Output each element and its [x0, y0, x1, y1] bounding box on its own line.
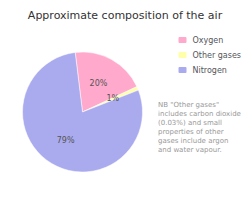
- svg-text:Oxygen: Oxygen: [193, 36, 224, 45]
- svg-text:Approximate composition of the: Approximate composition of the air: [28, 9, 223, 22]
- svg-text:1%: 1%: [106, 94, 119, 103]
- svg-text:NB "Other gases": NB "Other gases": [158, 101, 219, 109]
- svg-text:includes carbon dioxide: includes carbon dioxide: [158, 110, 241, 118]
- svg-text:gases include argon: gases include argon: [158, 137, 228, 145]
- svg-text:Other gases: Other gases: [193, 51, 242, 60]
- svg-text:(0.03%) and small: (0.03%) and small: [158, 119, 222, 127]
- svg-text:20%: 20%: [90, 79, 108, 88]
- svg-text:and water vapour.: and water vapour.: [158, 146, 222, 154]
- svg-text:Nitrogen: Nitrogen: [193, 66, 227, 75]
- svg-text:properties of other: properties of other: [158, 128, 224, 136]
- svg-text:79%: 79%: [57, 136, 75, 145]
